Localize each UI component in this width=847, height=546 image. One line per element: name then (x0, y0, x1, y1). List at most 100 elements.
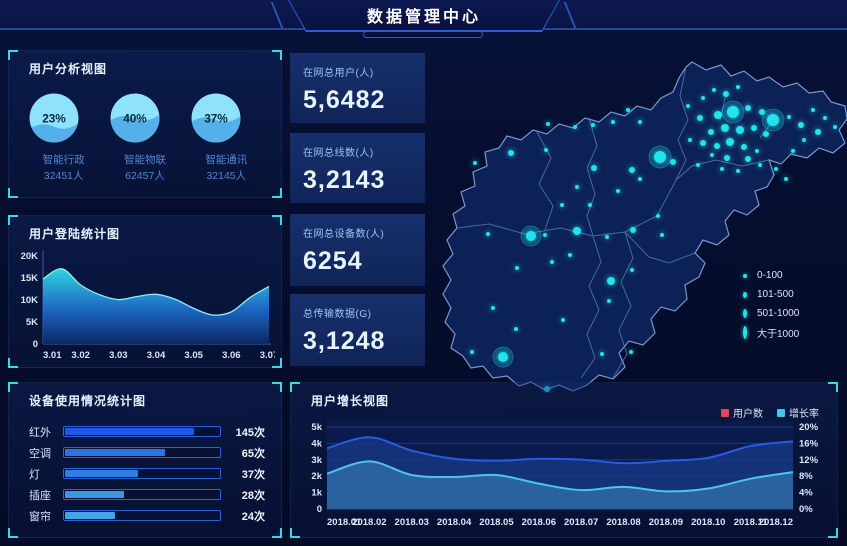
bar-fill (65, 428, 195, 435)
legend-dot-icon (743, 326, 747, 339)
svg-text:20%: 20% (799, 422, 819, 433)
stat-card-total-data: 总传输数据(G) 3,1248 (290, 294, 425, 366)
bar-track (63, 510, 221, 521)
legend-dot-icon (743, 273, 747, 278)
bar-label: 灯 (29, 468, 40, 481)
map-legend-row[interactable]: 大于1000 (743, 323, 799, 342)
legend-label: 0-100 (757, 270, 783, 281)
map-dot-layer[interactable] (470, 85, 837, 392)
panel-user-growth: 用户增长视图 用户数 增长率 0 1k 2k 3k 4k 5k 0% 4% 8% 12% 16% 20… (290, 382, 838, 538)
bar-fill (65, 470, 139, 477)
legend-dot-icon (743, 309, 747, 318)
bar-value: 28次 (241, 489, 265, 502)
bar-track (63, 468, 221, 479)
svg-text:5K: 5K (26, 317, 38, 328)
bar-label: 空调 (29, 447, 51, 460)
gauge-chart: 40% (110, 93, 160, 143)
map-legend-row[interactable]: 0-100 (743, 266, 799, 285)
header-ornament (363, 31, 483, 38)
svg-text:2018.06: 2018.06 (522, 517, 556, 528)
legend-swatch-icon (721, 408, 729, 417)
stat-card-total-devices: 在网总设备数(人) 6254 (290, 214, 425, 286)
stat-card-total-lines: 在网总线数(人) 3,2143 (290, 133, 425, 203)
svg-text:37%: 37% (205, 113, 229, 126)
svg-text:0%: 0% (799, 504, 813, 515)
device-bar-row[interactable]: 灯 37次 (29, 463, 265, 484)
bar-label: 红外 (29, 426, 51, 439)
svg-text:2018.02: 2018.02 (352, 517, 386, 528)
device-bar-row[interactable]: 红外 145次 (29, 421, 265, 442)
legend-label: 用户数 (733, 409, 763, 420)
gauge-chart: 37% (191, 93, 241, 143)
legend-swatch-icon (777, 408, 785, 417)
svg-text:1k: 1k (311, 488, 322, 499)
svg-text:3.06: 3.06 (222, 350, 241, 361)
svg-text:2018.08: 2018.08 (606, 517, 640, 528)
stat-value: 6254 (303, 247, 363, 275)
svg-text:10K: 10K (21, 295, 39, 306)
device-bar-row[interactable]: 插座 28次 (29, 484, 265, 505)
legend-dot-icon (743, 291, 747, 298)
liquid-gauge[interactable]: 40% 智能物联 62457人 (106, 89, 184, 183)
svg-text:3.07: 3.07 (260, 350, 275, 361)
page-title: 数据管理中心 (366, 9, 481, 26)
bar-value: 24次 (241, 510, 265, 523)
growth-legend: 用户数 增长率 (721, 405, 819, 420)
gauge-chart: 23% (29, 93, 79, 143)
bar-value: 65次 (241, 447, 265, 460)
legend-item-growth-rate[interactable]: 增长率 (777, 405, 819, 420)
liquid-gauge[interactable]: 23% 智能行政 32451人 (25, 89, 103, 183)
bar-fill (65, 449, 165, 456)
growth-area-chart[interactable]: 0 1k 2k 3k 4k 5k 0% 4% 8% 12% 16% 20% 2018.012018.02… (299, 417, 831, 539)
gauge-sublabel: 32145人 (206, 170, 247, 182)
svg-text:15K: 15K (21, 273, 39, 284)
header-decoration (563, 2, 577, 28)
bar-fill (65, 512, 115, 519)
svg-text:2018.11: 2018.11 (734, 517, 769, 528)
svg-text:0: 0 (317, 504, 322, 515)
bar-value: 37次 (241, 468, 265, 481)
svg-text:3.01: 3.01 (43, 350, 62, 361)
map-legend-row[interactable]: 101-500 (743, 285, 799, 304)
panel-title: 设备使用情况统计图 (29, 394, 147, 408)
legend-label: 大于1000 (757, 329, 800, 340)
login-area-chart[interactable]: 0 5K 10K 15K 20K 3.01 3.02 3.03 3.04 3.05 3.06 3.07 (17, 246, 275, 370)
svg-text:2018.07: 2018.07 (564, 517, 598, 528)
stat-card-total-users: 在网总用户(人) 5,6482 (290, 53, 425, 123)
gauge-sublabel: 32451人 (43, 170, 84, 182)
legend-label: 501-1000 (757, 308, 800, 319)
svg-text:40%: 40% (123, 113, 147, 126)
liquid-gauge[interactable]: 37% 智能通讯 32145人 (187, 89, 265, 183)
svg-text:2018.01: 2018.01 (327, 517, 362, 528)
svg-text:2018.09: 2018.09 (649, 517, 683, 528)
gauge-row: 23% 智能行政 32451人 40% 智能物联 62457人 37% 智能通讯… (9, 89, 281, 183)
stat-label: 总传输数据(G) (303, 309, 372, 320)
bar-track (63, 426, 221, 437)
svg-text:20K: 20K (21, 251, 39, 262)
svg-text:2018.03: 2018.03 (395, 517, 429, 528)
svg-text:0: 0 (33, 339, 38, 350)
header-decoration (270, 2, 284, 28)
stat-label: 在网总设备数(人) (303, 229, 385, 240)
bar-fill (65, 491, 125, 498)
stat-value: 3,2143 (303, 166, 386, 194)
region-bubble-map[interactable] (430, 48, 847, 393)
device-bar-row[interactable]: 空调 65次 (29, 442, 265, 463)
gauge-label: 智能行政 (42, 154, 85, 166)
svg-text:5k: 5k (311, 422, 322, 433)
map-legend-row[interactable]: 501-1000 (743, 304, 799, 323)
gauge-sublabel: 62457人 (125, 170, 165, 182)
stat-label: 在网总线数(人) (303, 148, 374, 159)
svg-text:3.03: 3.03 (109, 350, 128, 361)
svg-text:16%: 16% (799, 438, 819, 449)
stat-label: 在网总用户(人) (303, 68, 374, 79)
svg-text:3.05: 3.05 (184, 350, 203, 361)
legend-label: 增长率 (789, 409, 819, 420)
svg-text:4k: 4k (311, 438, 322, 449)
legend-item-users[interactable]: 用户数 (721, 405, 763, 420)
bar-track (63, 489, 221, 500)
device-bar-row[interactable]: 窗帘 24次 (29, 505, 265, 526)
title-banner: 数据管理中心 (288, 0, 560, 32)
svg-text:2018.05: 2018.05 (479, 517, 514, 528)
svg-text:3.02: 3.02 (71, 350, 90, 361)
